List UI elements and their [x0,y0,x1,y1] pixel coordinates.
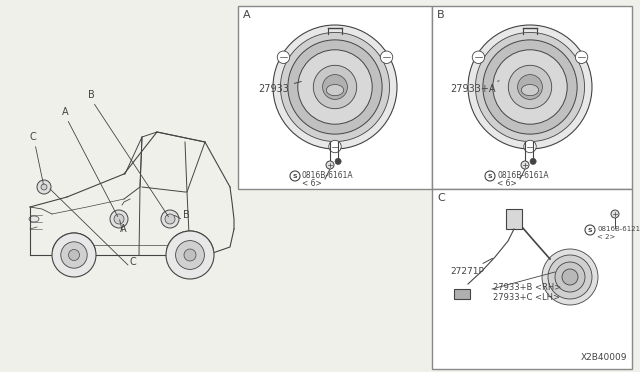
Circle shape [493,50,567,124]
Bar [238,6,432,189]
Text: A: A [62,107,68,117]
Circle shape [314,65,356,109]
Circle shape [380,51,393,64]
Ellipse shape [29,216,39,222]
Circle shape [555,262,585,292]
Circle shape [175,241,204,269]
Text: < 6>: < 6> [497,179,516,187]
Ellipse shape [326,84,344,96]
Circle shape [562,269,578,285]
Circle shape [298,50,372,124]
Circle shape [280,32,390,142]
Text: < 2>: < 2> [597,234,616,240]
Circle shape [585,225,595,235]
Circle shape [161,210,179,228]
Bar [432,6,632,189]
Circle shape [327,161,333,168]
Circle shape [611,210,619,218]
Bar [506,209,522,229]
Circle shape [329,140,341,153]
Text: S: S [488,173,492,179]
Circle shape [166,231,214,279]
Circle shape [277,51,290,64]
Circle shape [165,214,175,224]
Circle shape [530,158,536,164]
Circle shape [522,161,528,168]
Circle shape [326,161,334,169]
Circle shape [52,233,96,277]
Text: B: B [437,10,445,20]
Text: < 6>: < 6> [302,179,322,187]
Text: S: S [588,228,592,232]
Ellipse shape [522,84,539,96]
Circle shape [468,25,592,149]
Text: A: A [243,10,251,20]
Text: B: B [183,210,189,220]
Circle shape [548,255,592,299]
Bar [454,289,470,299]
Circle shape [485,171,495,181]
Text: 0816B-6161A: 0816B-6161A [497,170,548,180]
Circle shape [524,140,536,153]
Text: 27271P: 27271P [450,258,493,276]
Text: C: C [130,257,137,267]
Text: 0816B-6161A: 0816B-6161A [302,170,354,180]
Circle shape [518,75,543,99]
Text: A: A [120,224,127,234]
Bar [432,189,632,369]
Circle shape [335,158,341,164]
Circle shape [110,210,128,228]
Circle shape [508,65,552,109]
Circle shape [472,51,484,64]
Circle shape [483,40,577,134]
Circle shape [184,249,196,261]
Text: C: C [30,132,36,142]
Circle shape [521,161,529,169]
Circle shape [542,249,598,305]
Circle shape [68,250,79,260]
Circle shape [114,214,124,224]
Circle shape [37,180,51,194]
Text: X2B40009: X2B40009 [580,353,627,362]
Text: C: C [437,193,445,203]
Text: 0816B-6121A: 0816B-6121A [597,226,640,232]
Circle shape [575,51,588,64]
Text: 27933+B <RH>: 27933+B <RH> [493,283,561,292]
Text: 27933+A: 27933+A [450,81,499,94]
Circle shape [61,242,87,268]
Circle shape [288,40,382,134]
Text: B: B [88,90,95,100]
Circle shape [290,171,300,181]
Circle shape [273,25,397,149]
Circle shape [476,32,584,142]
Text: 27933+C <LH>: 27933+C <LH> [493,293,560,302]
Circle shape [41,184,47,190]
Text: S: S [292,173,298,179]
Text: 27933: 27933 [258,81,301,94]
Circle shape [323,75,348,99]
